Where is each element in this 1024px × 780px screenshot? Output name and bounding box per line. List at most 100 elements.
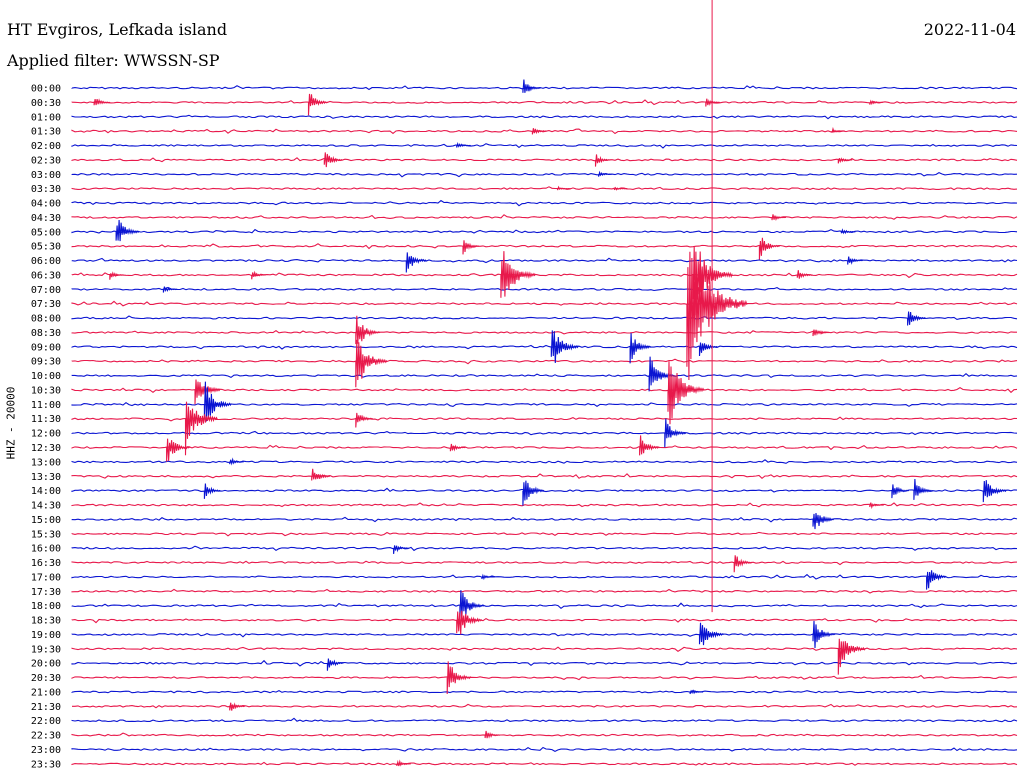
event-waveform <box>203 483 221 499</box>
time-tick-label: 07:30 <box>31 299 61 310</box>
trace-line-1300 <box>71 459 1018 464</box>
trace-line-1330 <box>71 473 1018 480</box>
event-waveform <box>522 79 542 93</box>
event-waveform <box>812 329 830 337</box>
event-waveform <box>698 622 724 646</box>
trace-line-0400 <box>71 199 1018 207</box>
trace-line-1630 <box>71 560 1018 566</box>
event-waveform <box>613 186 628 191</box>
time-tick-label: 11:00 <box>31 400 61 411</box>
time-tick-label: 13:00 <box>31 457 61 468</box>
time-tick-label: 20:30 <box>31 673 61 684</box>
time-tick-label: 13:30 <box>31 472 61 483</box>
event-waveform <box>323 152 343 168</box>
time-tick-label: 00:00 <box>31 84 61 95</box>
event-waveform <box>326 658 344 671</box>
trace-line-1130 <box>71 416 1018 422</box>
event-waveform <box>907 311 926 326</box>
event-waveform <box>594 154 611 167</box>
date-label: 2022-11-04 <box>923 20 1016 39</box>
trace-line-1030 <box>71 387 1018 394</box>
event-waveform <box>405 252 427 273</box>
time-tick-label: 15:30 <box>31 529 61 540</box>
trace-line-1600 <box>71 545 1018 552</box>
trace-line-0730 <box>71 300 1018 307</box>
time-tick-label: 06:30 <box>31 270 61 281</box>
event-waveform <box>847 256 863 265</box>
time-tick-label: 20:00 <box>31 659 61 670</box>
filter-label: Applied filter: WWSSN-SP <box>7 51 220 70</box>
event-waveform <box>869 502 884 510</box>
event-waveform <box>459 590 485 620</box>
event-waveform <box>229 457 244 466</box>
time-tick-label: 02:30 <box>31 155 61 166</box>
trace-line-0830 <box>71 330 1017 335</box>
event-waveform <box>869 99 883 106</box>
event-waveform <box>162 286 178 293</box>
trace-line-0630 <box>71 272 1018 279</box>
event-waveform <box>926 570 947 590</box>
event-waveform <box>686 251 748 381</box>
time-tick-label: 18:30 <box>31 616 61 627</box>
event-waveform <box>500 251 536 298</box>
trace-line-0230 <box>71 157 1018 163</box>
time-tick-label: 23:00 <box>31 745 61 756</box>
trace-line-2330 <box>71 761 1018 766</box>
time-tick-label: 12:30 <box>31 443 61 454</box>
time-tick-label: 19:30 <box>31 644 61 655</box>
time-tick-label: 09:30 <box>31 357 61 368</box>
trace-line-2100 <box>71 689 1018 694</box>
trace-line-0030 <box>71 99 1018 106</box>
time-tick-label: 05:00 <box>31 227 61 238</box>
time-tick-label: 03:30 <box>31 184 61 195</box>
event-waveform <box>484 730 501 739</box>
time-tick-label: 04:30 <box>31 213 61 224</box>
event-waveform <box>522 480 545 506</box>
trace-line-1230 <box>71 444 1018 451</box>
time-tick-label: 17:00 <box>31 572 61 583</box>
trace-line-1200 <box>71 430 1018 436</box>
trace-line-2000 <box>71 659 1018 667</box>
trace-line-0200 <box>71 143 1018 149</box>
trace-line-1930 <box>71 646 1018 652</box>
time-tick-label: 18:00 <box>31 601 61 612</box>
event-waveform <box>557 185 571 191</box>
event-waveform <box>664 418 687 448</box>
time-tick-label: 14:00 <box>31 486 61 497</box>
event-waveform <box>812 620 836 649</box>
event-waveform <box>705 98 720 107</box>
time-tick-label: 11:30 <box>31 414 61 425</box>
trace-line-0100 <box>71 114 1018 120</box>
event-waveform <box>355 412 374 428</box>
time-tick-label: 06:00 <box>31 256 61 267</box>
event-waveform <box>771 214 787 222</box>
event-waveform <box>629 333 652 364</box>
trace-line-0700 <box>71 286 1018 292</box>
event-waveform <box>93 98 111 106</box>
event-waveform <box>840 228 856 235</box>
event-waveform <box>598 170 612 177</box>
event-waveform <box>115 219 140 242</box>
trace-line-1830 <box>71 617 1018 624</box>
event-waveform <box>355 339 388 388</box>
event-waveform <box>203 381 232 422</box>
trace-line-0500 <box>71 228 1018 234</box>
trace-line-0330 <box>71 186 1018 191</box>
time-tick-label: 02:00 <box>31 141 61 152</box>
event-waveform <box>355 315 381 345</box>
time-tick-label: 14:30 <box>31 501 61 512</box>
time-tick-label: 08:00 <box>31 314 61 325</box>
trace-line-0930 <box>71 358 1018 365</box>
time-tick-label: 19:00 <box>31 630 61 641</box>
trace-line-0130 <box>71 128 1018 135</box>
trace-line-1530 <box>71 531 1018 537</box>
event-waveform <box>166 438 190 462</box>
time-tick-label: 15:00 <box>31 515 61 526</box>
trace-line-2230 <box>71 732 1018 737</box>
event-waveform <box>698 342 718 357</box>
event-waveform <box>837 638 866 675</box>
time-tick-label: 10:30 <box>31 386 61 397</box>
event-waveform <box>446 661 472 695</box>
event-waveform <box>689 689 704 695</box>
